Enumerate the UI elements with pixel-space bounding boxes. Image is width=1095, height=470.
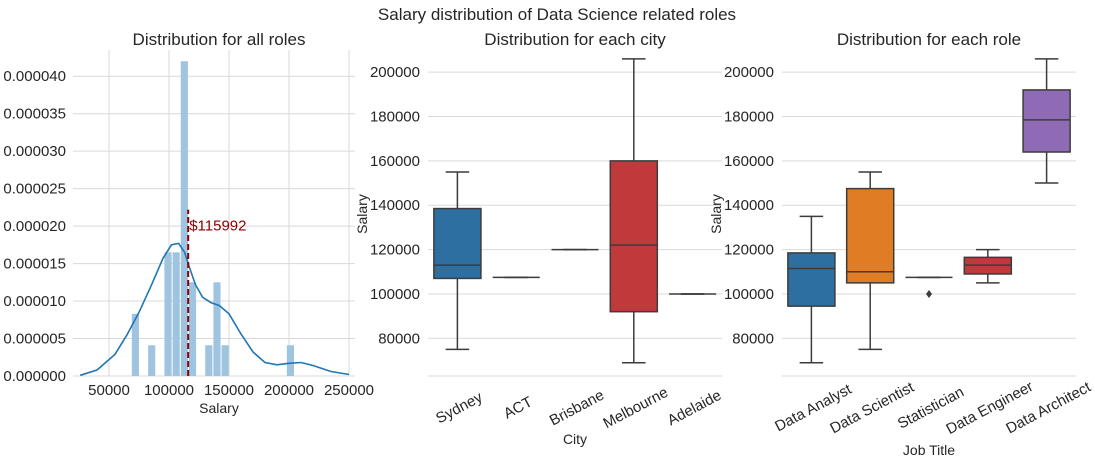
y-tick-label: 80000 xyxy=(732,330,774,347)
x-tick-label-act: ACT xyxy=(501,393,535,422)
box-sydney xyxy=(433,207,482,280)
histogram-bar xyxy=(172,252,180,376)
histogram-bar xyxy=(213,282,221,376)
histogram-bar xyxy=(221,345,229,376)
x-axis-label-city: City xyxy=(563,431,587,447)
histogram-bar xyxy=(164,252,172,376)
y-tick-label: 80000 xyxy=(378,330,420,347)
x-tick-label-brisbane: Brisbane xyxy=(547,387,607,430)
y-tick-label: 0.000025 xyxy=(3,181,66,198)
histogram-bar xyxy=(205,345,213,376)
y-axis-label-city-salary: Salary xyxy=(354,194,370,234)
panel-title-each-city: Distribution for each city xyxy=(484,30,666,49)
x-tick-label: 50000 xyxy=(88,382,130,399)
y-tick-label: 0.000015 xyxy=(3,256,66,273)
y-axis-label-role-salary: Salary xyxy=(708,194,724,234)
x-axis-label-job-title: Job Title xyxy=(903,442,955,458)
histogram-bar xyxy=(131,313,139,376)
y-tick-label: 0.000005 xyxy=(3,331,66,348)
panel-all-roles: Distribution for all roles Salary 0.0000… xyxy=(3,30,374,416)
y-tick-label: 200000 xyxy=(370,64,420,81)
x-tick-label-adelaide: Adelaide xyxy=(665,387,725,429)
suptitle: Salary distribution of Data Science rela… xyxy=(378,5,736,24)
y-tick-label: 160000 xyxy=(370,153,420,170)
box-data-architect xyxy=(1022,89,1071,153)
panel-title-all-roles: Distribution for all roles xyxy=(133,30,306,49)
kde-line xyxy=(79,242,350,377)
y-tick-label: 120000 xyxy=(370,242,420,259)
y-tick-label: 0.000000 xyxy=(3,368,66,385)
x-tick-label: 200000 xyxy=(264,382,314,399)
y-tick-label: 120000 xyxy=(724,242,774,259)
histogram-bar xyxy=(188,282,197,376)
box-data-analyst xyxy=(787,252,836,307)
mean-label: $115992 xyxy=(189,217,246,234)
outlier-statistician xyxy=(926,289,932,298)
panel-each-city: Distribution for each city City Salary 8… xyxy=(354,30,724,447)
y-tick-label: 0.000040 xyxy=(3,68,66,85)
y-tick-label: 100000 xyxy=(724,286,774,303)
y-tick-label: 0.000035 xyxy=(3,106,66,123)
y-tick-label: 200000 xyxy=(724,64,774,81)
x-tick-label-sydney: Sydney xyxy=(433,389,486,428)
x-tick-label: 250000 xyxy=(324,382,374,399)
x-tick-label: 150000 xyxy=(204,382,254,399)
y-tick-label: 100000 xyxy=(370,286,420,303)
panel-each-role: Distribution for each role Job Title Sal… xyxy=(708,30,1094,458)
y-tick-label: 140000 xyxy=(724,197,774,214)
y-tick-label: 0.000010 xyxy=(3,293,66,310)
histogram-bar xyxy=(180,61,188,376)
x-axis-label-salary: Salary xyxy=(199,400,239,416)
y-tick-label: 160000 xyxy=(724,153,774,170)
y-tick-label: 0.000020 xyxy=(3,218,66,235)
box-data-scientist xyxy=(845,187,895,284)
histogram-bar xyxy=(286,345,294,376)
histogram-bar xyxy=(148,345,156,376)
y-tick-label: 0.000030 xyxy=(3,143,66,160)
box-melbourne xyxy=(609,160,659,313)
panel-title-each-role: Distribution for each role xyxy=(837,30,1021,49)
y-tick-label: 180000 xyxy=(724,109,774,126)
y-tick-label: 140000 xyxy=(370,197,420,214)
y-tick-label: 180000 xyxy=(370,109,420,126)
x-tick-label-melbourne: Melbourne xyxy=(600,384,671,432)
x-tick-label: 100000 xyxy=(144,382,194,399)
